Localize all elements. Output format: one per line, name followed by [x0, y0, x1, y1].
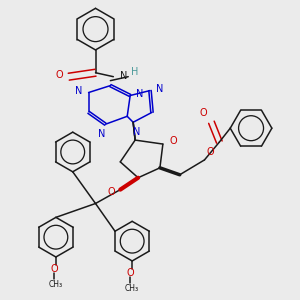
- Text: N: N: [156, 84, 164, 94]
- Text: O: O: [55, 70, 63, 80]
- Text: CH₃: CH₃: [125, 284, 139, 293]
- Text: N: N: [98, 129, 105, 139]
- Text: O: O: [107, 187, 115, 196]
- Text: CH₃: CH₃: [49, 280, 63, 289]
- Text: N: N: [120, 71, 127, 81]
- Text: N: N: [75, 85, 82, 96]
- Text: H: H: [131, 67, 139, 77]
- Text: O: O: [170, 136, 178, 146]
- Text: N: N: [136, 88, 144, 98]
- Text: O: O: [50, 264, 58, 274]
- Text: O: O: [200, 108, 207, 118]
- Text: O: O: [207, 147, 214, 157]
- Text: O: O: [126, 268, 134, 278]
- Text: N: N: [134, 127, 141, 137]
